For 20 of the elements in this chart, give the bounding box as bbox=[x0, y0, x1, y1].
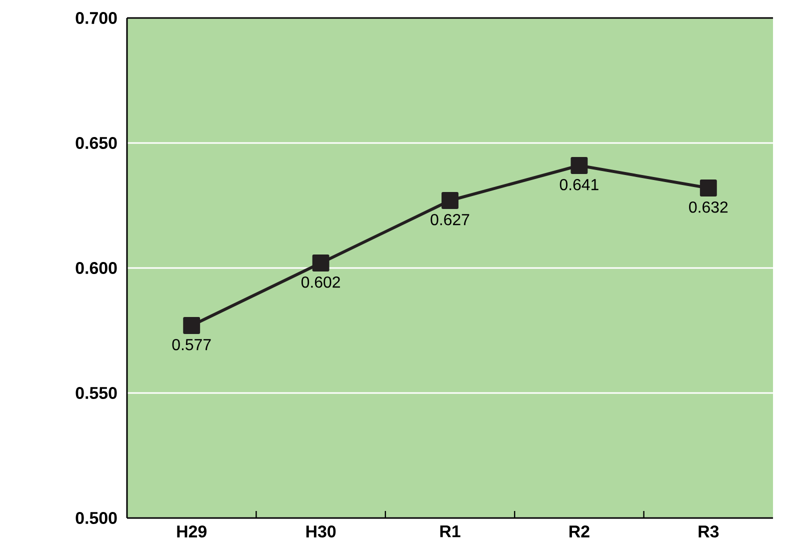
data-label: 0.632 bbox=[689, 201, 728, 213]
y-tick-label: 0.650 bbox=[76, 137, 117, 149]
point bbox=[570, 157, 588, 174]
data-label: 0.627 bbox=[430, 214, 470, 226]
point bbox=[183, 317, 200, 334]
x-tick-label: R2 bbox=[570, 526, 590, 538]
point bbox=[700, 180, 717, 196]
x-tick-label: H29 bbox=[177, 526, 207, 538]
x-tick-label: R1 bbox=[440, 526, 460, 538]
y-tick-label: 0.500 bbox=[76, 512, 117, 524]
data-label: 0.577 bbox=[172, 338, 211, 350]
y-tick-label: 0.600 bbox=[76, 262, 117, 274]
point bbox=[442, 192, 458, 209]
data-label: 0.641 bbox=[560, 178, 598, 190]
point bbox=[312, 254, 330, 272]
x-tick-label: H30 bbox=[306, 526, 336, 538]
y-tick-label: 0.550 bbox=[76, 387, 117, 399]
data-label: 0.602 bbox=[301, 276, 340, 288]
y-tick-label: 0.700 bbox=[76, 12, 117, 24]
x-tick-label: R3 bbox=[698, 526, 719, 538]
